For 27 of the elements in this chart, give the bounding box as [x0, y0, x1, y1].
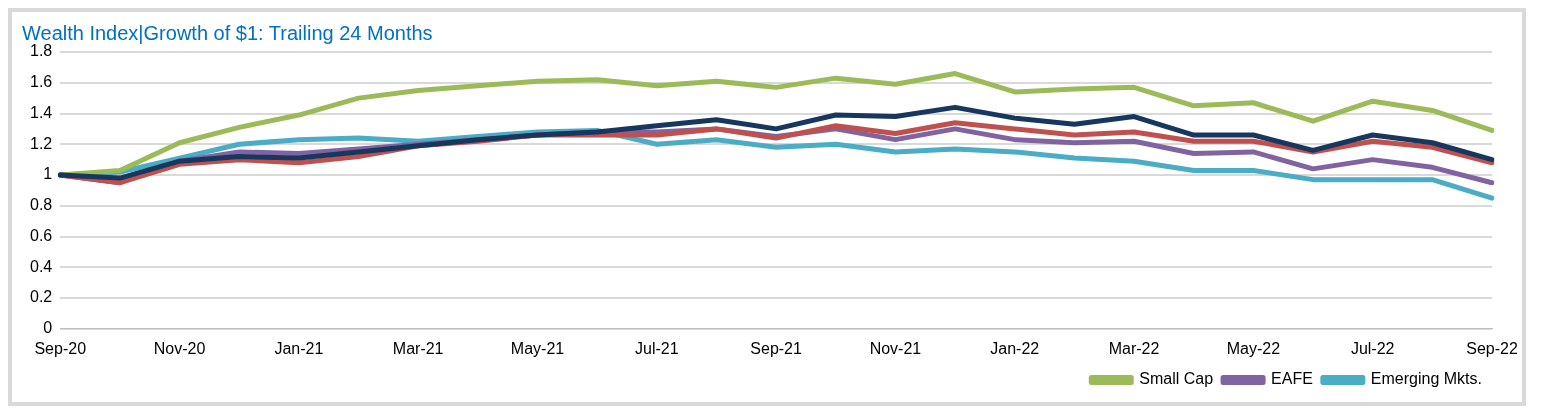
x-tick-label: Sep-22: [1466, 339, 1518, 357]
y-tick-label: 0.2: [29, 288, 53, 306]
x-tick-label: Mar-21: [392, 339, 444, 357]
y-tick-label: 0.4: [29, 257, 53, 275]
x-tick-label: Jan-22: [990, 339, 1040, 357]
x-tick-label: Nov-21: [869, 339, 922, 357]
y-tick-label: 1.6: [29, 73, 53, 91]
y-tick-label: 0.8: [29, 196, 53, 214]
y-tick-label: 0.6: [29, 226, 53, 244]
x-tick-label: May-22: [1226, 339, 1281, 357]
x-tick-label: May-21: [510, 339, 565, 357]
legend-label: Small Cap: [1139, 370, 1214, 388]
x-tick-label: Mar-22: [1108, 339, 1160, 357]
y-tick-label: 1: [43, 165, 53, 183]
x-tick-label: Jan-21: [274, 339, 324, 357]
x-tick-label: Sep-20: [34, 339, 87, 357]
x-tick-label: Jul-22: [1350, 339, 1395, 357]
y-tick-label: 0: [43, 319, 53, 337]
chart-title: Wealth Index|Growth of $1: Trailing 24 Months: [22, 21, 433, 44]
x-tick-label: Sep-21: [750, 339, 803, 357]
y-tick-label: 1.8: [29, 42, 53, 60]
y-tick-label: 1.2: [29, 134, 53, 152]
legend-label: EAFE: [1271, 370, 1313, 388]
legend-label: Emerging Mkts.: [1370, 370, 1482, 388]
x-tick-label: Nov-20: [153, 339, 206, 357]
y-tick-label: 1.4: [29, 103, 53, 121]
x-tick-label: Jul-21: [635, 339, 679, 357]
